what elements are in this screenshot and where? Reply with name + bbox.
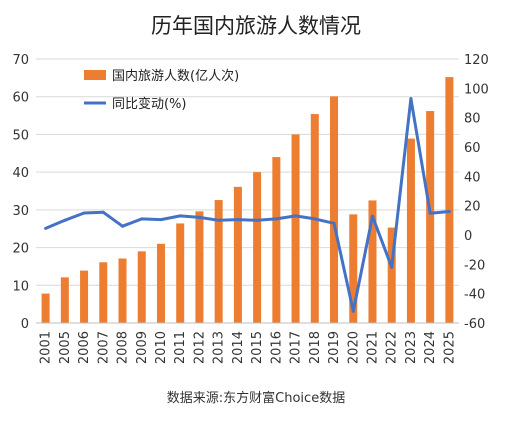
line-point-2011	[178, 214, 182, 218]
y-left-tick-label: 20	[12, 242, 29, 257]
bar-2011	[176, 223, 185, 323]
line-point-2024	[428, 211, 432, 215]
y-right-tick-label: 0	[464, 229, 472, 244]
x-tick-label: 2011	[173, 331, 188, 364]
line-point-2014	[236, 218, 240, 222]
line-point-2016	[274, 217, 278, 221]
line-series	[44, 97, 451, 313]
x-tick-label: 2001	[39, 331, 54, 364]
bar-2001	[41, 293, 50, 323]
line-point-2022	[390, 265, 394, 269]
bar-2006	[80, 270, 89, 323]
bar-2016	[272, 157, 281, 323]
chart-title: 历年国内旅游人数情况	[151, 14, 361, 38]
line-point-2025	[447, 210, 451, 214]
x-tick-label: 2021	[365, 331, 380, 364]
line-point-2015	[255, 218, 259, 222]
y-right-tick-label: 80	[464, 112, 481, 127]
line-point-2005	[63, 218, 67, 222]
bar-2010	[156, 243, 165, 323]
bar-series	[41, 77, 454, 323]
bar-2024	[426, 111, 435, 323]
y-right-tick-label: 60	[464, 141, 481, 156]
line-point-2023	[409, 97, 413, 101]
y-right-tick-label: -40	[464, 288, 485, 303]
x-tick-label: 2022	[385, 331, 400, 364]
x-tick-label: 2017	[289, 331, 304, 364]
bar-2015	[253, 172, 262, 323]
y-right-tick-label: 20	[464, 200, 481, 215]
bar-2020	[349, 214, 358, 323]
x-tick-label: 2007	[96, 331, 111, 364]
legend-label-bar: 国内旅游人数(亿人次)	[112, 68, 239, 84]
y-left-tick-label: 40	[12, 166, 29, 181]
legend-label-line: 同比变动(%)	[112, 96, 187, 112]
line-point-2021	[370, 214, 374, 218]
y-left-tick-label: 50	[12, 128, 29, 143]
line-point-2020	[351, 309, 355, 313]
x-tick-label: 2020	[346, 331, 361, 364]
bar-2014	[233, 186, 242, 323]
bar-2022	[387, 227, 396, 323]
bar-2013	[214, 200, 223, 323]
line-point-2012	[197, 215, 201, 219]
x-tick-label: 2018	[308, 331, 323, 364]
y-left-tick-label: 0	[21, 317, 29, 332]
line-point-2018	[313, 217, 317, 221]
line-point-2007	[101, 210, 105, 214]
line-point-2013	[217, 218, 221, 222]
y-axis-right: -60 -40 -20 0 20 40 60 80 100 120	[464, 53, 489, 332]
x-axis: 2001 2005 2006 2007 2008 2009 2010 2011 2012 2013…	[36, 322, 459, 364]
x-tick-label: 2005	[58, 331, 73, 364]
line-point-2008	[121, 224, 125, 228]
bar-2021	[368, 200, 377, 323]
x-tick-label: 2023	[404, 331, 419, 364]
bar-2023	[406, 138, 415, 323]
y-left-tick-label: 70	[12, 53, 29, 68]
y-right-tick-label: 100	[464, 82, 489, 97]
x-tick-label: 2024	[423, 331, 438, 364]
source-note: 数据来源:东方财富Choice数据	[167, 390, 345, 406]
line-point-2009	[140, 217, 144, 221]
y-right-tick-label: -60	[464, 317, 485, 332]
line-point-2019	[332, 221, 336, 225]
bar-2017	[291, 134, 300, 323]
y-left-tick-label: 10	[12, 279, 29, 294]
line-path	[45, 97, 450, 313]
bar-2025	[445, 77, 454, 323]
bar-2005	[60, 277, 69, 323]
line-point-2017	[294, 214, 298, 218]
bar-2007	[99, 262, 108, 323]
x-tick-label: 2013	[212, 331, 227, 364]
y-right-tick-label: 120	[464, 53, 489, 68]
x-tick-label: 2025	[442, 331, 457, 364]
x-tick-label: 2009	[135, 331, 150, 364]
y-left-tick-label: 30	[12, 204, 29, 219]
bar-2012	[195, 211, 204, 323]
legend-swatch-bar	[84, 70, 106, 80]
x-tick-label: 2012	[192, 331, 207, 364]
x-tick-label: 2019	[327, 331, 342, 364]
line-point-2010	[159, 218, 163, 222]
y-right-tick-label: -20	[464, 258, 485, 273]
legend: 国内旅游人数(亿人次) 同比变动(%)	[84, 68, 239, 112]
bar-2008	[118, 258, 127, 323]
x-tick-label: 2016	[269, 331, 284, 364]
y-axis-left: 0 10 20 30 40 50 60 70	[12, 53, 29, 332]
x-tick-label: 2006	[77, 331, 92, 364]
line-point-2006	[82, 211, 86, 215]
y-right-tick-label: 40	[464, 170, 481, 185]
y-left-tick-label: 60	[12, 91, 29, 106]
x-tick-label: 2014	[231, 331, 246, 364]
x-tick-label: 2010	[154, 331, 169, 364]
bar-2019	[330, 96, 339, 323]
x-tick-label: 2015	[250, 331, 265, 364]
x-tick-label: 2008	[116, 331, 131, 364]
bar-2009	[137, 251, 146, 323]
line-point-2001	[44, 226, 48, 230]
